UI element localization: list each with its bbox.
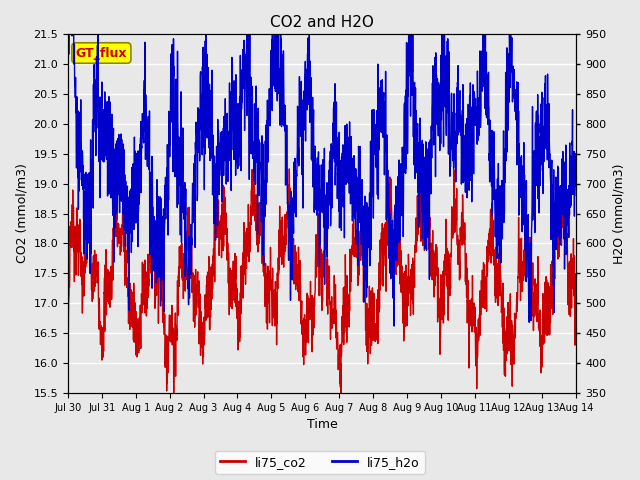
li75_co2 — [542, 293, 550, 299]
Y-axis label: H2O (mmol/m3): H2O (mmol/m3) — [612, 163, 625, 264]
li75_co2 — [470, 300, 477, 306]
li75_co2 — [337, 361, 344, 367]
li75_co2 — [572, 314, 580, 320]
li75_co2 — [206, 324, 214, 329]
li75_co2 — [64, 315, 72, 321]
li75_co2 — [528, 284, 536, 289]
li75_h2o — [528, 226, 536, 232]
li75_co2 — [424, 159, 431, 165]
li75_h2o — [64, 25, 72, 31]
li75_h2o — [348, 160, 355, 166]
X-axis label: Time: Time — [307, 419, 337, 432]
Line: li75_co2: li75_co2 — [68, 162, 576, 393]
li75_h2o — [572, 192, 580, 198]
Y-axis label: CO2 (mmol/m3): CO2 (mmol/m3) — [15, 164, 28, 264]
li75_h2o — [542, 132, 550, 138]
Line: li75_h2o: li75_h2o — [68, 28, 576, 326]
Title: CO2 and H2O: CO2 and H2O — [270, 15, 374, 30]
Legend: li75_co2, li75_h2o: li75_co2, li75_h2o — [215, 451, 425, 474]
Text: GT_flux: GT_flux — [76, 47, 127, 60]
li75_h2o — [337, 218, 344, 224]
li75_h2o — [206, 95, 214, 100]
li75_co2 — [348, 243, 356, 249]
li75_h2o — [470, 171, 477, 177]
li75_co2 — [170, 390, 177, 396]
li75_h2o — [390, 323, 398, 329]
